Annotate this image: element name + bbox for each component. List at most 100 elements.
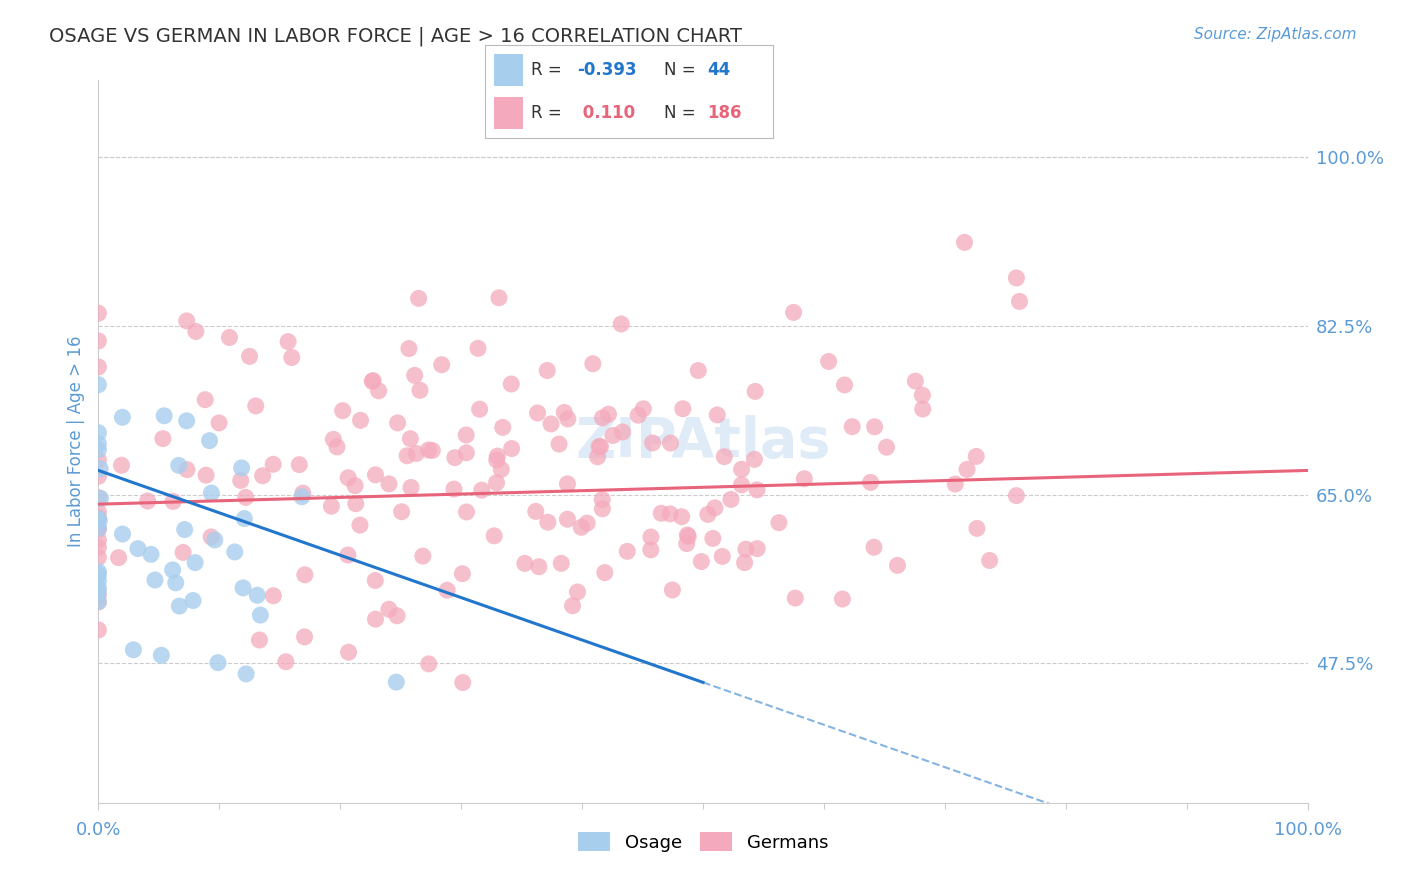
Point — [979, 553, 1001, 567]
Point — [176, 462, 198, 476]
Text: -0.393: -0.393 — [578, 61, 637, 78]
Point — [965, 450, 987, 464]
Point — [87, 436, 110, 450]
Point — [378, 602, 401, 616]
Point — [361, 374, 384, 388]
Text: R =: R = — [531, 61, 567, 78]
Point — [87, 581, 110, 595]
Point — [245, 399, 267, 413]
Point — [834, 378, 856, 392]
Point — [859, 475, 882, 490]
Point — [169, 599, 191, 613]
Point — [745, 483, 768, 497]
Point — [627, 408, 650, 422]
Point — [588, 440, 610, 454]
Point — [291, 490, 314, 504]
Point — [87, 623, 110, 637]
Point — [364, 467, 387, 482]
Point — [252, 468, 274, 483]
Point — [672, 401, 695, 416]
Point — [831, 592, 853, 607]
Point — [235, 491, 257, 505]
Point — [612, 425, 634, 439]
Point — [537, 515, 560, 529]
Point — [491, 462, 513, 476]
Point — [526, 406, 548, 420]
Point — [111, 527, 134, 541]
Point — [486, 449, 509, 463]
Point — [87, 550, 110, 565]
Point — [229, 474, 252, 488]
Point — [336, 548, 359, 562]
Point — [817, 354, 839, 368]
Point — [181, 593, 204, 607]
Point — [409, 384, 432, 398]
Point — [167, 458, 190, 473]
Point — [110, 458, 132, 473]
Point — [456, 446, 478, 460]
Point — [139, 547, 162, 561]
Point — [200, 486, 222, 500]
Point — [553, 405, 575, 419]
Point — [387, 416, 409, 430]
Point — [659, 507, 682, 521]
Point — [610, 317, 633, 331]
Legend: Osage, Germans: Osage, Germans — [571, 825, 835, 859]
Point — [451, 566, 474, 581]
Point — [633, 401, 655, 416]
Point — [89, 514, 111, 528]
Point — [569, 520, 592, 534]
Point — [589, 440, 612, 454]
Point — [412, 549, 434, 563]
Point — [87, 453, 110, 467]
Point — [172, 545, 194, 559]
Point — [291, 486, 314, 500]
Point — [616, 544, 638, 558]
Point — [720, 492, 742, 507]
Point — [204, 533, 226, 547]
Point — [87, 585, 110, 599]
Point — [208, 416, 231, 430]
Point — [676, 528, 699, 542]
Point — [485, 475, 508, 490]
Point — [688, 363, 710, 377]
Point — [87, 511, 110, 525]
Text: R =: R = — [531, 104, 567, 122]
Point — [436, 583, 458, 598]
Point — [768, 516, 790, 530]
Point — [87, 334, 110, 348]
Point — [87, 510, 110, 524]
Point — [747, 541, 769, 556]
Point — [671, 509, 693, 524]
Point — [332, 403, 354, 417]
Point — [87, 505, 110, 519]
Point — [1005, 271, 1028, 285]
Point — [793, 472, 815, 486]
Point — [418, 442, 440, 457]
Point — [89, 491, 111, 506]
Point — [557, 512, 579, 526]
Point — [87, 522, 110, 536]
Point — [87, 377, 110, 392]
Point — [904, 374, 927, 388]
Point — [198, 434, 221, 448]
Point — [89, 461, 111, 475]
Point — [87, 442, 110, 457]
Point — [659, 436, 682, 450]
Point — [456, 505, 478, 519]
Point — [399, 480, 422, 494]
Point — [207, 656, 229, 670]
Text: N =: N = — [664, 104, 700, 122]
Point — [391, 505, 413, 519]
Text: 186: 186 — [707, 104, 741, 122]
Point — [591, 410, 613, 425]
Point — [418, 657, 440, 671]
Point — [152, 432, 174, 446]
Point — [640, 542, 662, 557]
Point — [87, 469, 110, 483]
Point — [162, 563, 184, 577]
Point — [143, 573, 166, 587]
Point — [641, 436, 664, 450]
Point — [87, 306, 110, 320]
Point — [911, 388, 934, 402]
